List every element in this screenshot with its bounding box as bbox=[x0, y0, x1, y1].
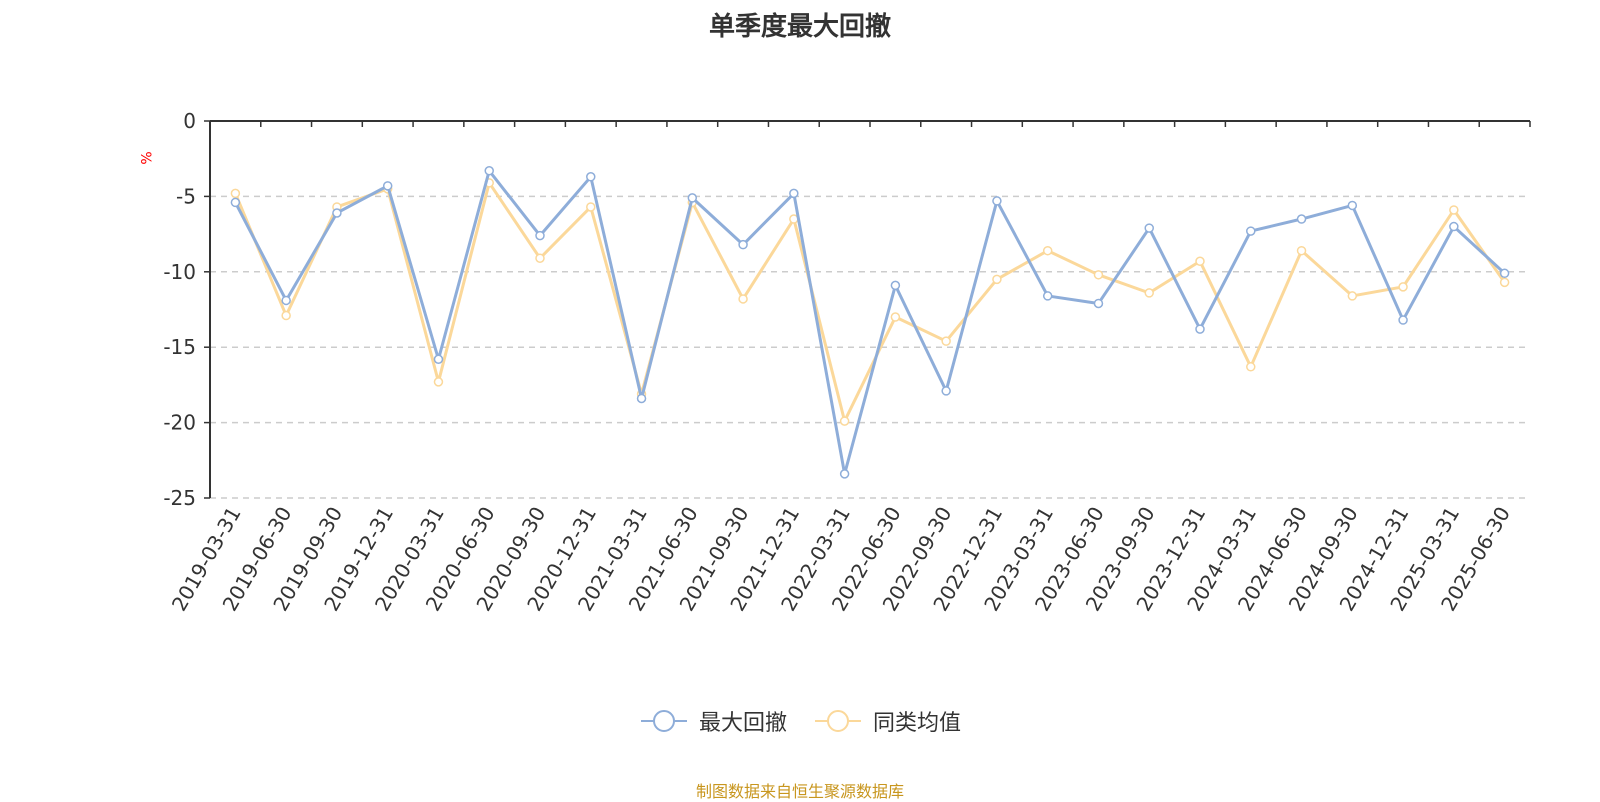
data-point bbox=[1398, 315, 1408, 325]
data-point bbox=[1296, 214, 1307, 224]
data-point bbox=[738, 294, 748, 304]
data-point bbox=[1042, 291, 1053, 301]
data-point bbox=[890, 312, 901, 322]
y-tick-label: -5 bbox=[176, 184, 196, 208]
y-tick-label: -10 bbox=[163, 260, 196, 284]
data-point bbox=[1499, 277, 1510, 288]
data-point bbox=[230, 188, 241, 199]
data-point bbox=[1093, 298, 1104, 309]
series-line-1 bbox=[233, 181, 1506, 423]
y-tick-label: -25 bbox=[163, 486, 196, 510]
data-point bbox=[1195, 324, 1205, 334]
data-point bbox=[1398, 282, 1408, 292]
data-point bbox=[484, 166, 494, 176]
data-point bbox=[1144, 223, 1154, 233]
data-point bbox=[1246, 226, 1256, 236]
chart-title: 单季度最大回撤 bbox=[708, 12, 891, 42]
data-point bbox=[1296, 245, 1307, 256]
series-lines bbox=[230, 166, 1510, 479]
data-point bbox=[1499, 268, 1510, 279]
y-tick-label: -20 bbox=[163, 411, 196, 435]
y-tick-label: -15 bbox=[163, 335, 196, 359]
data-point bbox=[535, 230, 545, 241]
data-point bbox=[1347, 291, 1358, 301]
data-point bbox=[992, 196, 1002, 206]
data-point bbox=[1042, 245, 1053, 256]
data-point bbox=[1195, 256, 1205, 266]
axes bbox=[204, 120, 1531, 499]
data-point bbox=[586, 172, 596, 182]
legend-marker-icon bbox=[640, 710, 687, 732]
series-line-0 bbox=[234, 169, 1506, 476]
data-point bbox=[839, 469, 850, 479]
data-point bbox=[230, 197, 241, 208]
data-point bbox=[890, 280, 901, 291]
data-point bbox=[1246, 362, 1256, 372]
data-point bbox=[941, 386, 951, 396]
data-point bbox=[433, 377, 444, 387]
data-point bbox=[636, 393, 647, 404]
data-point bbox=[281, 295, 291, 306]
data-point bbox=[738, 239, 748, 250]
source-note: 制图数据来自恒生聚源数据库 bbox=[695, 782, 904, 801]
legend-item-series-0[interactable]: 最大回撤 bbox=[639, 705, 787, 737]
line-chart: 0-5-10-15-20-252019-03-312019-06-302019-… bbox=[163, 109, 1531, 615]
data-point bbox=[992, 274, 1002, 285]
data-point bbox=[1093, 270, 1104, 280]
data-point bbox=[1449, 221, 1459, 232]
legend-label: 同类均值 bbox=[873, 711, 962, 736]
legend-label: 最大回撤 bbox=[698, 711, 787, 736]
data-point bbox=[586, 202, 596, 212]
legend-item-series-1[interactable]: 同类均值 bbox=[813, 705, 961, 737]
data-point bbox=[433, 354, 444, 365]
y-tick-label: 0 bbox=[183, 109, 196, 133]
data-point bbox=[1449, 205, 1459, 215]
legend-marker-icon bbox=[815, 710, 861, 732]
data-point bbox=[535, 253, 545, 263]
data-point bbox=[839, 416, 850, 426]
data-point bbox=[789, 188, 799, 199]
data-point bbox=[1144, 288, 1154, 298]
data-point bbox=[332, 208, 342, 218]
legend: 最大回撤 同类均值 bbox=[0, 705, 1600, 737]
data-point bbox=[281, 310, 291, 321]
tick-labels: 0-5-10-15-20-252019-03-312019-06-302019-… bbox=[163, 109, 1515, 615]
data-point bbox=[382, 181, 393, 191]
data-point bbox=[941, 336, 951, 346]
data-point bbox=[1347, 200, 1358, 211]
grid-lines bbox=[210, 195, 1530, 499]
data-point bbox=[687, 193, 698, 203]
